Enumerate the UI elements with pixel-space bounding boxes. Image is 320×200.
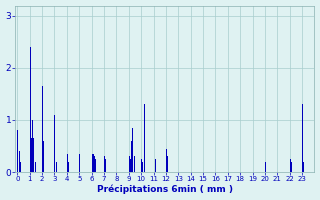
Bar <box>302 104 303 172</box>
Bar <box>43 141 44 172</box>
X-axis label: Précipitations 6min ( mm ): Précipitations 6min ( mm ) <box>97 185 233 194</box>
Bar <box>129 156 130 172</box>
Bar <box>155 159 156 172</box>
Bar <box>42 86 43 172</box>
Bar <box>79 154 80 172</box>
Bar <box>132 128 133 172</box>
Bar <box>291 162 292 172</box>
Bar <box>131 141 132 172</box>
Bar <box>35 162 36 172</box>
Bar <box>144 104 145 172</box>
Bar <box>167 156 168 172</box>
Bar <box>56 162 57 172</box>
Bar <box>104 156 105 172</box>
Bar <box>303 162 304 172</box>
Bar <box>30 47 31 172</box>
Bar <box>93 154 94 172</box>
Bar <box>67 154 68 172</box>
Bar <box>130 159 131 172</box>
Bar <box>32 120 33 172</box>
Bar <box>31 138 32 172</box>
Bar <box>17 130 18 172</box>
Bar <box>54 115 55 172</box>
Bar <box>142 162 143 172</box>
Bar <box>33 138 35 172</box>
Bar <box>94 156 95 172</box>
Bar <box>105 159 106 172</box>
Bar <box>19 151 20 172</box>
Bar <box>134 156 135 172</box>
Bar <box>141 159 142 172</box>
Bar <box>154 146 155 172</box>
Bar <box>20 162 21 172</box>
Bar <box>166 149 167 172</box>
Bar <box>95 159 96 172</box>
Bar <box>265 162 266 172</box>
Bar <box>68 162 69 172</box>
Bar <box>290 159 291 172</box>
